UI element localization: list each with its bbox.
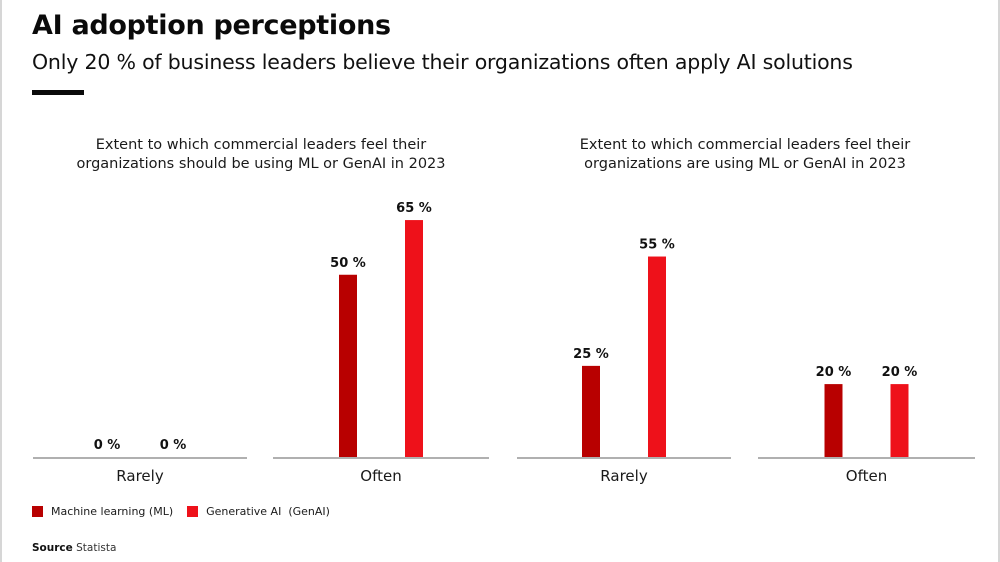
- page-title: AI adoption perceptions: [32, 10, 391, 41]
- panel-1-bar-often-ml: [339, 274, 357, 457]
- legend-swatch-ml: [32, 506, 43, 517]
- panel-1-title-line-2: organizations should be using ML or GenA…: [76, 156, 446, 172]
- panel-1-title-line-1: Extent to which commercial leaders feel …: [95, 137, 427, 153]
- panel-1-category-label-often: Often: [360, 467, 401, 485]
- panel-2-data-label-rarely-ml: 25 %: [573, 347, 609, 362]
- legend-label-ml: Machine learning (ML): [51, 505, 174, 518]
- panel-2-category-label-often: Often: [846, 467, 887, 485]
- source-label: Source: [32, 542, 73, 554]
- legend-swatch-genai: [187, 506, 199, 517]
- panel-2-title: Extent to which commercial leaders feel …: [515, 136, 975, 174]
- panel-1-title: Extent to which commercial leaders feel …: [31, 136, 491, 174]
- panel-2-title-line-2: organizations are using ML or GenAI in 2…: [584, 156, 906, 172]
- panel-2-title-line-1: Extent to which commercial leaders feel …: [579, 137, 911, 153]
- legend: Machine learning (ML) Generative AI (Gen…: [32, 505, 344, 518]
- panel-2-data-label-rarely-genai: 55 %: [639, 238, 675, 253]
- page-subtitle: Only 20 % of business leaders believe th…: [32, 50, 853, 74]
- panel-2-data-label-often-ml: 20 %: [816, 365, 852, 380]
- panel-1-data-label-often-genai: 65 %: [396, 201, 432, 216]
- legend-item-genai: Generative AI (GenAI): [187, 505, 330, 518]
- title-accent-bar: [32, 90, 84, 95]
- panel-2-bar-rarely-genai: [648, 256, 666, 457]
- source-value: Statista: [76, 542, 117, 554]
- panel-1-data-label-often-ml: 50 %: [330, 256, 366, 271]
- source-note: Source Statista: [32, 542, 116, 554]
- panel-2-category-label-rarely: Rarely: [600, 467, 648, 485]
- legend-item-ml: Machine learning (ML): [32, 505, 173, 518]
- panel-1-data-label-rarely-ml: 0 %: [94, 438, 121, 453]
- panel-1-data-label-rarely-genai: 0 %: [160, 438, 187, 453]
- panel-1-category-label-rarely: Rarely: [116, 467, 164, 485]
- legend-label-genai: Generative AI (GenAI): [206, 505, 330, 518]
- panel-2-bar-often-genai: [890, 384, 909, 457]
- slide-border-right: [998, 0, 1000, 562]
- slide-border-left: [0, 0, 2, 562]
- panel-2-bar-often-ml: [824, 384, 843, 457]
- panel-2-data-label-often-genai: 20 %: [882, 365, 918, 380]
- panel-2-bar-rarely-ml: [582, 365, 600, 457]
- panel-1-bar-often-genai: [405, 220, 423, 457]
